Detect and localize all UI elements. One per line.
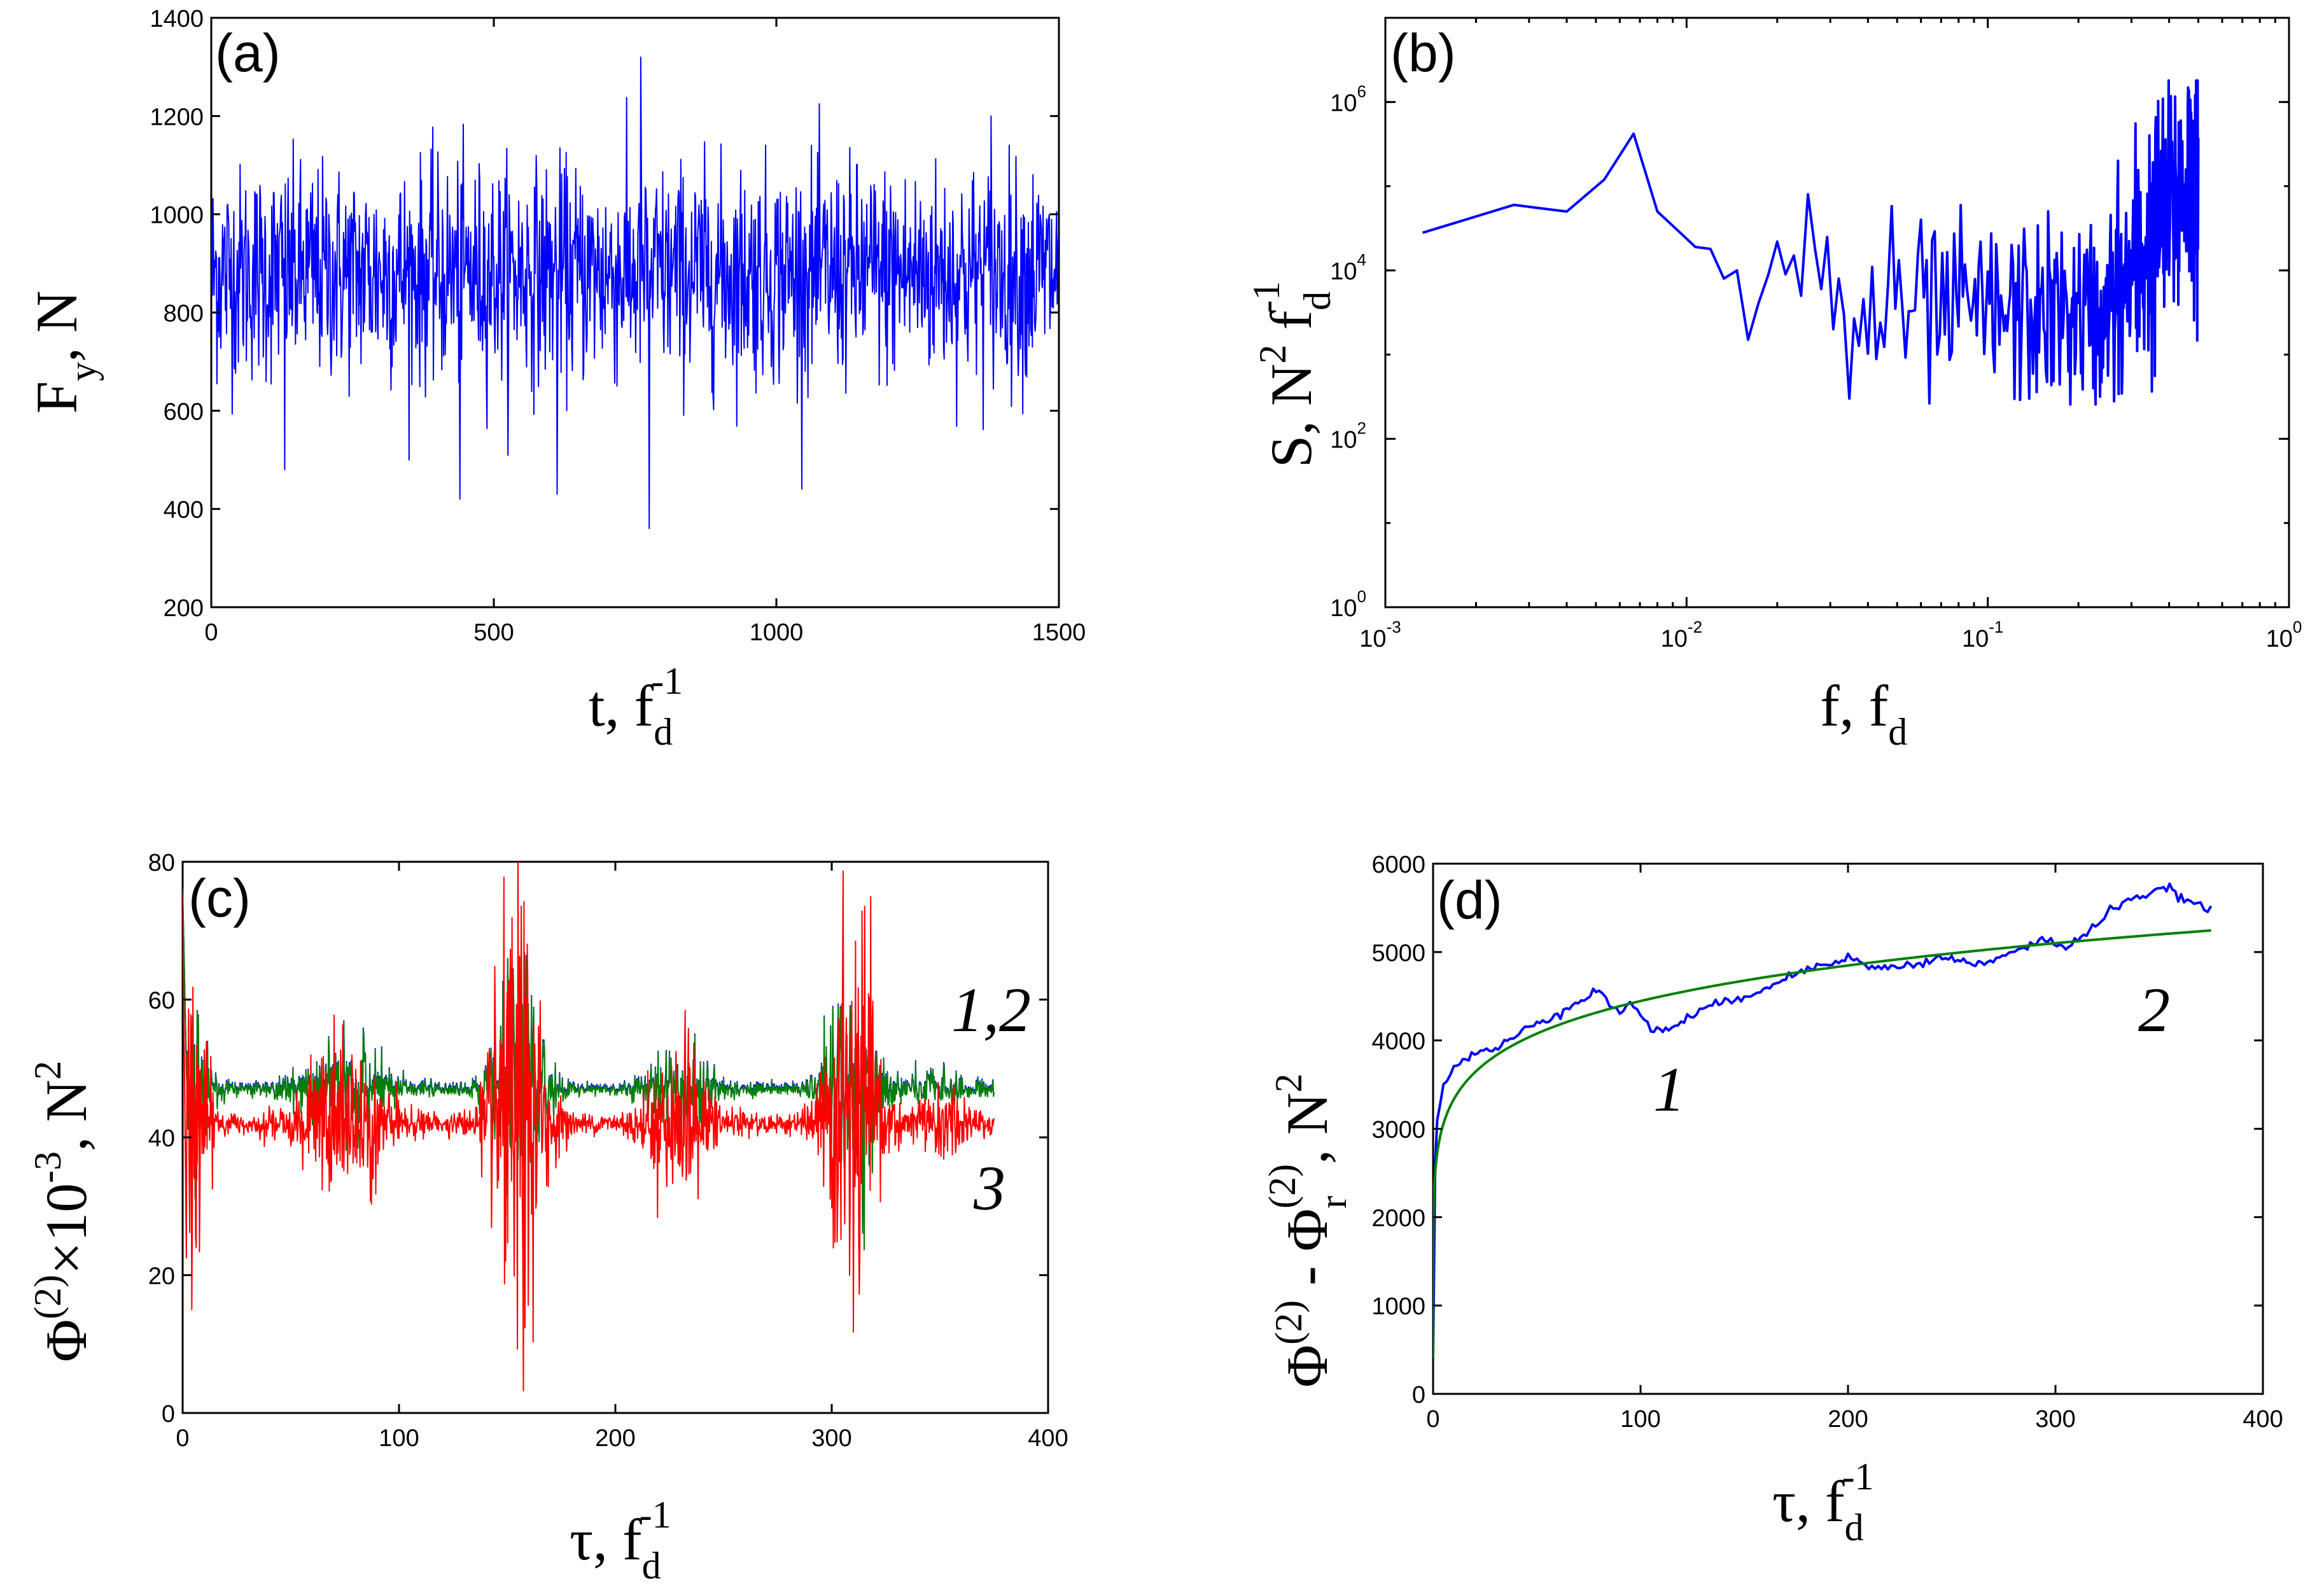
x-tick-label: 0 (1426, 1406, 1439, 1433)
svg-text:Φ(2) - Φr(2), N2: Φ(2) - Φr(2), N2 (1261, 1073, 1354, 1388)
svg-text:S, N2 fd-1: S, N2 fd-1 (1245, 281, 1338, 468)
y-tick-label: 3000 (1371, 1117, 1425, 1144)
svg-text:Φ(2)×10-3, N2: Φ(2)×10-3, N2 (27, 1060, 99, 1362)
panel-b-xlabel: f, fd (1820, 673, 1907, 753)
y-tick-label: 20 (148, 1263, 175, 1290)
x-tick-label: 200 (1828, 1406, 1868, 1433)
panel-b-ylabel: S, N2 fd-1 (1245, 281, 1338, 468)
x-tick-label: 0 (176, 1425, 189, 1452)
x-tick-label: 0 (204, 619, 218, 646)
y-tick-label: 600 (164, 398, 204, 425)
fit-curve-line (1433, 929, 2211, 1359)
svg-text:t, fd-1: t, fd-1 (589, 660, 683, 753)
y-tick-label: 1400 (150, 6, 204, 32)
x-tick-label: 400 (2243, 1406, 2283, 1433)
x-tick-label: 200 (595, 1425, 635, 1452)
panel-d-series (1433, 882, 2213, 1359)
x-tick-label: 10-1 (1962, 617, 2003, 652)
y-tick-label: 0 (1412, 1382, 1425, 1409)
panel-a-label: (a) (215, 23, 281, 83)
y-tick-label: 800 (164, 300, 204, 327)
panel-a-ylabel: Fy, N (24, 290, 104, 414)
x-tick-label: 300 (2035, 1406, 2075, 1433)
y-tick-label: 102 (1330, 418, 1366, 453)
x-tick-label: 500 (473, 619, 514, 646)
y-tick-label: 1000 (1371, 1293, 1425, 1320)
panel-c: 0 100 200 300 400 0 20 40 60 80 (c) 1,2 3 τ, fd-1… (27, 850, 1068, 1587)
panel-d-frame (1432, 862, 2264, 1395)
y-tick-label: 60 (148, 988, 175, 1015)
panel-c-label: (c) (188, 868, 251, 928)
panel-a-xlabel: t, fd-1 (589, 660, 683, 753)
y-tick-label: 80 (148, 850, 175, 876)
y-tick-label: 2000 (1371, 1205, 1425, 1232)
y-tick-label: 0 (162, 1401, 175, 1428)
x-tick-label: 400 (1028, 1425, 1068, 1452)
force-series-line (211, 56, 1059, 530)
svg-text:τ, fd-1: τ, fd-1 (1772, 1456, 1874, 1549)
panel-c-annotation-1-2: 1,2 (951, 974, 1031, 1045)
svg-text:f, fd: f, fd (1820, 673, 1907, 753)
panel-b-series (1422, 79, 2200, 406)
structure-function-line (1433, 882, 2213, 1359)
y-tick-label: 106 (1330, 81, 1366, 116)
spectrum-series-line (1422, 79, 2200, 406)
y-tick-label: 104 (1330, 250, 1366, 285)
svg-text:Fy, N: Fy, N (24, 290, 104, 414)
x-tick-label: 1500 (1032, 619, 1086, 646)
y-tick-label: 5000 (1371, 940, 1425, 967)
x-tick-label: 100 (379, 1425, 419, 1452)
panel-d-annotation-1: 1 (1653, 1054, 1685, 1125)
phi-series-3-line (183, 862, 995, 1392)
x-tick-label: 100 (1620, 1406, 1660, 1433)
panel-a-series (211, 56, 1059, 530)
panel-b-label: (b) (1390, 23, 1456, 83)
panel-c-series (183, 862, 995, 1392)
x-tick-label: 10-3 (1359, 617, 1401, 652)
y-tick-label: 1000 (150, 202, 204, 229)
svg-text:τ, fd-1: τ, fd-1 (570, 1494, 671, 1587)
panel-b: 10-3 10-2 10-1 100 100 102 104 106 (b) f, fd S,… (1245, 17, 2302, 753)
panel-d-xlabel: τ, fd-1 (1772, 1456, 1874, 1549)
y-tick-label: 200 (164, 595, 204, 622)
panel-c-xlabel: τ, fd-1 (570, 1494, 671, 1587)
y-tick-label: 1200 (150, 104, 204, 130)
x-tick-label: 300 (811, 1425, 851, 1452)
panel-d-annotation-2: 2 (2138, 974, 2170, 1045)
panel-b-frame (1384, 17, 2290, 608)
y-tick-label: 100 (1330, 587, 1366, 622)
x-tick-label: 1000 (750, 619, 804, 646)
panel-c-frame (181, 861, 1049, 1414)
panel-d-label: (d) (1437, 870, 1502, 930)
panel-d-ylabel: Φ(2) - Φr(2), N2 (1261, 1073, 1354, 1388)
y-tick-label: 40 (148, 1125, 175, 1152)
x-tick-label: 100 (2266, 617, 2302, 652)
x-tick-label: 10-2 (1661, 617, 1702, 652)
panel-a: 0 500 1000 1500 200 400 600 800 1000 1200 1400 (a)… (24, 6, 1086, 753)
panel-c-ylabel: Φ(2)×10-3, N2 (27, 1060, 99, 1362)
panel-c-annotation-3: 3 (973, 1153, 1005, 1223)
y-tick-label: 400 (164, 497, 204, 524)
y-tick-label: 6000 (1371, 852, 1425, 878)
y-tick-label: 4000 (1371, 1029, 1425, 1055)
